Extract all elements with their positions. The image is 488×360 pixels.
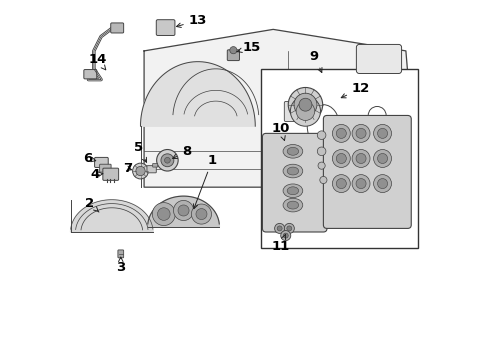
Ellipse shape (283, 144, 302, 158)
Circle shape (293, 93, 316, 116)
Text: 15: 15 (237, 41, 260, 54)
Ellipse shape (283, 198, 302, 212)
Text: 11: 11 (271, 234, 289, 253)
Circle shape (377, 153, 387, 163)
Polygon shape (147, 196, 219, 226)
FancyBboxPatch shape (356, 44, 401, 73)
Circle shape (156, 149, 178, 171)
Circle shape (164, 157, 170, 163)
FancyBboxPatch shape (262, 134, 326, 232)
Text: 1: 1 (193, 154, 216, 209)
FancyBboxPatch shape (94, 157, 108, 167)
Circle shape (373, 149, 391, 167)
FancyBboxPatch shape (118, 250, 123, 258)
Circle shape (173, 201, 193, 221)
Circle shape (319, 176, 326, 184)
Circle shape (332, 149, 349, 167)
Text: 14: 14 (88, 53, 106, 70)
Circle shape (290, 96, 320, 126)
Ellipse shape (283, 164, 302, 178)
Text: 6: 6 (82, 152, 96, 165)
Circle shape (355, 153, 366, 163)
Text: 4: 4 (90, 168, 102, 181)
Circle shape (296, 102, 314, 121)
Text: 2: 2 (85, 197, 99, 212)
FancyBboxPatch shape (284, 102, 313, 122)
Circle shape (284, 224, 294, 233)
Circle shape (317, 131, 325, 139)
Circle shape (317, 162, 325, 169)
Circle shape (336, 179, 346, 189)
Bar (260, 69, 418, 248)
Circle shape (161, 154, 174, 167)
Circle shape (377, 179, 387, 189)
Polygon shape (70, 200, 153, 232)
Polygon shape (144, 30, 412, 187)
Circle shape (152, 203, 175, 226)
Text: 8: 8 (172, 145, 191, 158)
Circle shape (351, 149, 369, 167)
Circle shape (298, 98, 311, 111)
Circle shape (277, 226, 282, 231)
FancyBboxPatch shape (147, 166, 156, 173)
Circle shape (178, 205, 189, 216)
FancyBboxPatch shape (102, 168, 119, 180)
Circle shape (274, 224, 284, 233)
Circle shape (351, 175, 369, 193)
Ellipse shape (286, 187, 298, 195)
Text: 5: 5 (134, 141, 146, 162)
FancyBboxPatch shape (156, 20, 175, 36)
Circle shape (286, 226, 291, 231)
Ellipse shape (283, 184, 302, 198)
Circle shape (196, 208, 206, 220)
Text: 9: 9 (309, 50, 321, 72)
Circle shape (280, 230, 290, 240)
Text: 12: 12 (341, 82, 369, 98)
Circle shape (332, 125, 349, 142)
FancyBboxPatch shape (152, 163, 158, 167)
FancyBboxPatch shape (227, 50, 239, 60)
Text: 7: 7 (123, 162, 132, 175)
Circle shape (287, 87, 322, 122)
Ellipse shape (286, 201, 298, 209)
FancyBboxPatch shape (110, 23, 123, 33)
Circle shape (317, 147, 325, 156)
Circle shape (336, 129, 346, 138)
Text: 13: 13 (176, 14, 206, 27)
Ellipse shape (286, 147, 298, 155)
Circle shape (377, 129, 387, 138)
Circle shape (229, 46, 237, 54)
Circle shape (332, 175, 349, 193)
Circle shape (336, 153, 346, 163)
Circle shape (355, 179, 366, 189)
Circle shape (191, 204, 211, 224)
Circle shape (373, 175, 391, 193)
Circle shape (132, 163, 148, 179)
Polygon shape (140, 62, 255, 126)
Circle shape (373, 125, 391, 142)
Circle shape (355, 129, 366, 138)
Text: 3: 3 (116, 257, 125, 274)
FancyBboxPatch shape (323, 116, 410, 228)
Circle shape (136, 166, 145, 176)
Ellipse shape (286, 167, 298, 175)
Text: 10: 10 (271, 122, 289, 140)
Circle shape (157, 208, 170, 220)
FancyBboxPatch shape (100, 164, 111, 172)
Circle shape (351, 125, 369, 142)
Circle shape (283, 233, 287, 238)
FancyBboxPatch shape (83, 69, 97, 79)
